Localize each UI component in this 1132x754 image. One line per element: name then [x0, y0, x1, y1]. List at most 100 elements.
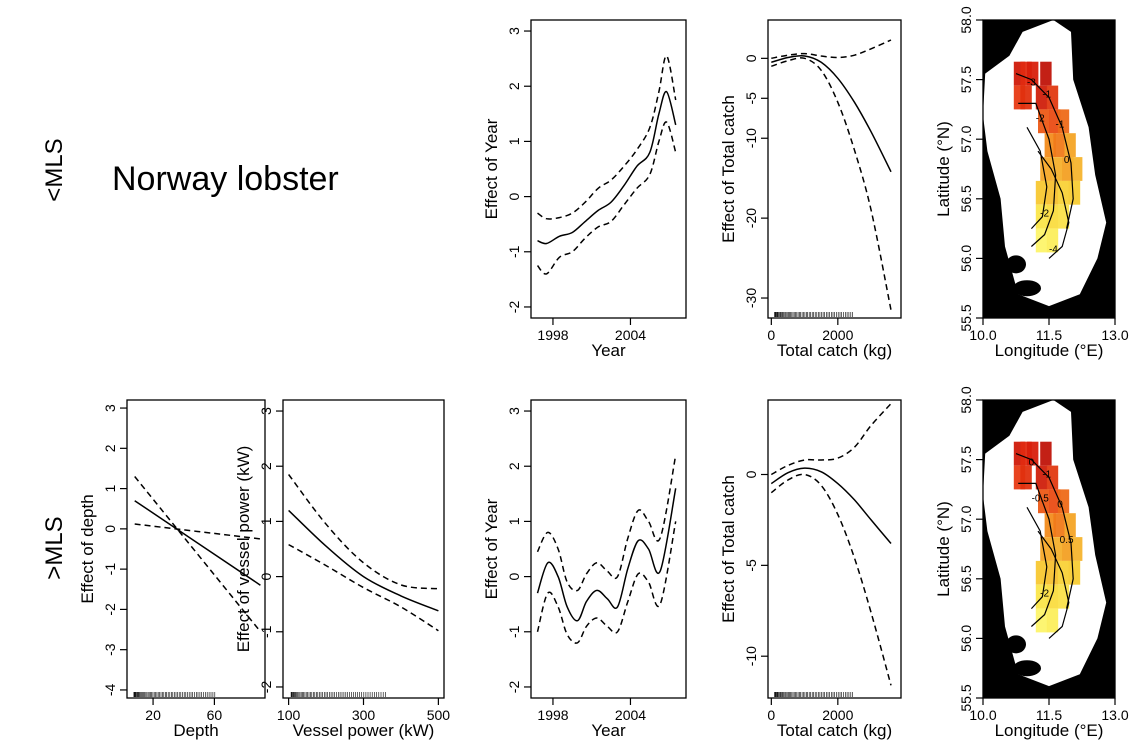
confidence-line	[134, 523, 261, 540]
y-tick-label: -2	[102, 603, 118, 616]
y-axis-label: Effect of Total catch	[719, 95, 738, 243]
y-tick-label: -2	[258, 681, 274, 694]
plot-frame	[126, 399, 266, 699]
heat-cell	[1062, 537, 1074, 561]
confidence-line	[537, 55, 677, 220]
x-axis-label: Vessel power (kW)	[293, 721, 435, 740]
heat-cell	[1068, 180, 1081, 205]
y-tick-label: 0	[743, 54, 759, 62]
contour-line	[1018, 102, 1057, 247]
x-tick-label: 2004	[615, 707, 646, 723]
x-tick-label: 1998	[537, 707, 568, 723]
x-tick-label: 11.5	[1036, 707, 1062, 723]
island	[995, 300, 1020, 313]
x-tick-label: 2004	[615, 327, 646, 343]
effect-line	[537, 90, 677, 245]
heat-cell	[1068, 560, 1081, 585]
contour-line	[1018, 482, 1057, 627]
heat-cell	[1057, 180, 1070, 205]
heat-cell	[1035, 204, 1048, 229]
heat-cell	[1013, 85, 1026, 110]
y-tick-label: 1	[506, 517, 522, 525]
heat-cell	[1020, 441, 1032, 466]
y-axis-label: Effect of Year	[482, 118, 501, 219]
y-tick-label: -1	[506, 245, 522, 258]
contour-label: 0.5	[1060, 535, 1074, 546]
heat-cell	[1040, 537, 1052, 561]
heat-cell	[1049, 109, 1061, 134]
y-tick-label: -2	[506, 301, 522, 314]
y-tick-label: 3	[506, 407, 522, 415]
x-tick-label: 13.0	[1101, 327, 1128, 343]
x-tick-label: 10.0	[969, 327, 996, 343]
island	[1013, 660, 1041, 677]
row-label-bottom: >MLS	[41, 516, 68, 579]
row-label-top: <MLS	[41, 138, 68, 201]
heat-cell	[1038, 109, 1050, 134]
confidence-line	[536, 121, 677, 275]
plot-frame	[530, 19, 687, 319]
x-tick-label: 13.0	[1101, 707, 1128, 723]
y-axis-label: Latitude (°N)	[934, 121, 953, 217]
island	[1006, 635, 1026, 654]
y-tick-label: -20	[743, 208, 759, 228]
x-axis-label: Longitude (°E)	[995, 341, 1104, 360]
heat-cell	[1040, 61, 1052, 86]
x-axis-label: Total catch (kg)	[777, 721, 892, 740]
x-axis-label: Year	[591, 721, 626, 740]
heat-cell	[1071, 157, 1083, 181]
panel-7: 0 -1 -0.5 0 0.5 -2 55.5 56.0 56.5 57.0 57.5 58.0 10.…	[934, 386, 1129, 740]
y-tick-label: -30	[743, 288, 759, 308]
island	[1006, 255, 1026, 274]
y-tick-label: 1	[506, 137, 522, 145]
heat-cell	[1013, 465, 1026, 490]
y-tick-label: 57.0	[958, 125, 974, 152]
effect-line	[771, 55, 892, 173]
heat-cell	[1057, 204, 1070, 229]
heat-cell	[1035, 465, 1048, 490]
y-tick-label: 1	[258, 517, 274, 525]
heat-cell	[1035, 560, 1048, 585]
heat-cell	[1027, 441, 1039, 466]
contour-label: -0.5	[1032, 493, 1050, 504]
heat-cell	[1035, 180, 1048, 205]
y-tick-label: 0	[743, 470, 759, 478]
y-axis-label: Effect of vessel power (kW)	[234, 446, 253, 653]
contour-line	[1037, 150, 1070, 259]
heat-cell	[1046, 228, 1059, 253]
contour-label: -3	[1027, 78, 1036, 89]
y-tick-label: -1	[506, 625, 522, 638]
contour-label: -1	[1042, 90, 1051, 101]
heat-cell	[1020, 61, 1032, 86]
plot-frame	[767, 19, 902, 319]
plot-frame	[282, 399, 445, 699]
y-tick-label: 58.0	[958, 6, 974, 33]
heat-cell	[1020, 85, 1032, 110]
y-tick-label: -1	[258, 625, 274, 638]
y-tick-label: 2	[506, 82, 522, 90]
heat-cell	[1049, 489, 1061, 514]
y-tick-label: 0	[506, 192, 522, 200]
y-tick-label: 55.5	[958, 304, 974, 331]
contour-label: -1	[1056, 119, 1065, 130]
x-tick-label: 0	[767, 707, 775, 723]
y-tick-label: 3	[258, 407, 274, 415]
x-tick-label: 2000	[822, 327, 853, 343]
heat-cell	[1035, 85, 1048, 110]
y-tick-label: 57.5	[958, 66, 974, 93]
confidence-line	[770, 403, 892, 476]
y-tick-label: 56.5	[958, 185, 974, 212]
plot-frame	[767, 399, 902, 699]
heat-cell	[1046, 180, 1059, 205]
effect-line	[770, 467, 892, 544]
contour-line	[1026, 127, 1048, 230]
confidence-line	[134, 476, 261, 633]
heat-cell	[1051, 537, 1063, 561]
y-tick-label: 0	[258, 572, 274, 580]
heat-cell	[1035, 584, 1048, 609]
confidence-line	[536, 455, 677, 592]
